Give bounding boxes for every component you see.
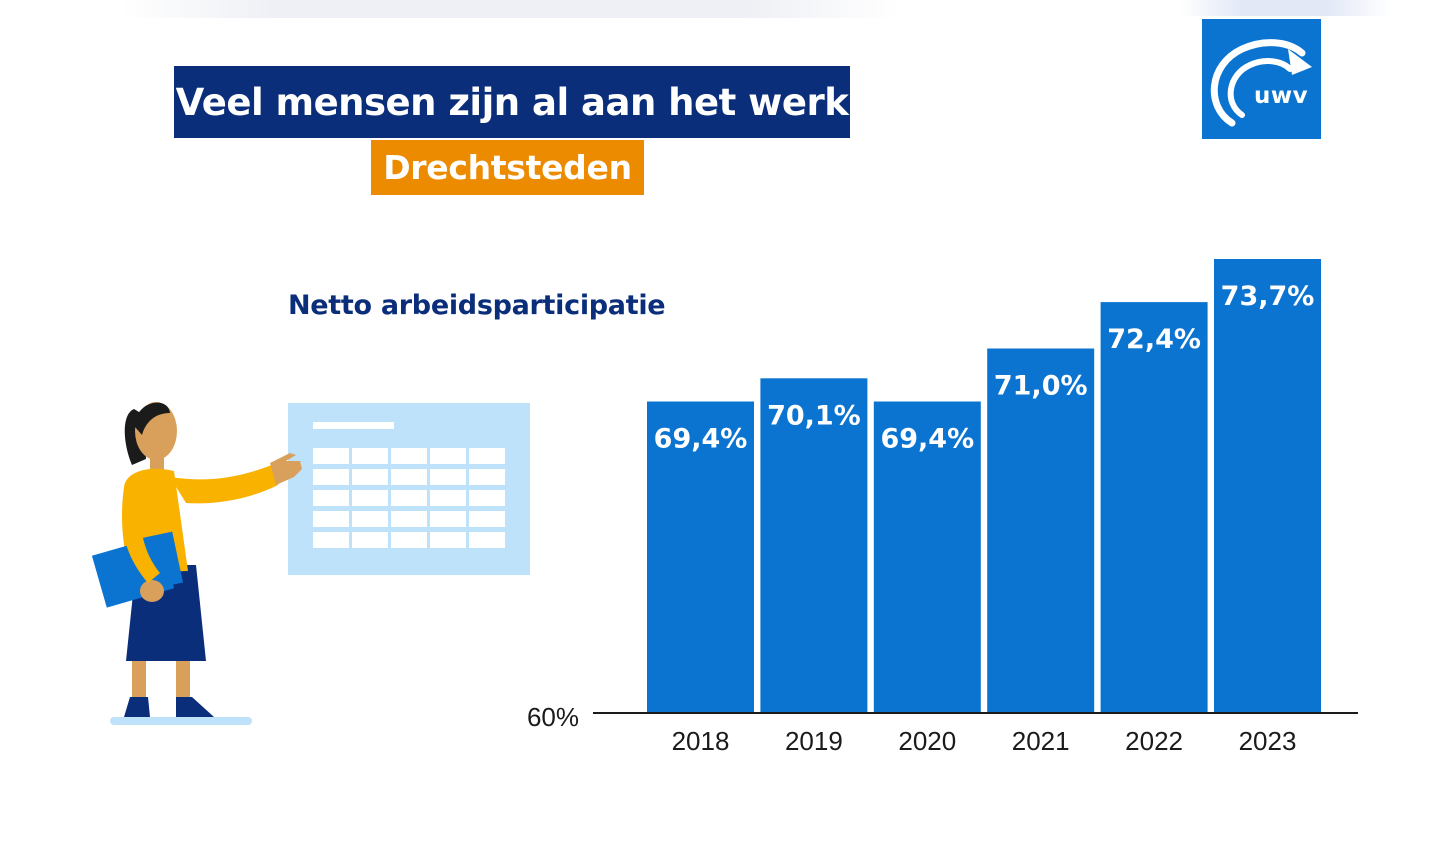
bar-2023 bbox=[1214, 259, 1321, 713]
top-fade-decoration bbox=[120, 0, 900, 18]
uwv-logo: uwv bbox=[1202, 19, 1321, 139]
subtitle-banner: Drechtsteden bbox=[371, 140, 644, 195]
x-tick-label-2022: 2022 bbox=[1125, 726, 1183, 756]
presenter-illustration bbox=[90, 395, 540, 739]
title-banner: Veel mensen zijn al aan het werk bbox=[174, 66, 850, 138]
bar-value-label-2022: 72,4% bbox=[1107, 324, 1201, 355]
uwv-arrow-logo-icon bbox=[1210, 39, 1312, 127]
bar-2020 bbox=[873, 401, 981, 713]
logo-text: uwv bbox=[1254, 83, 1309, 109]
baseline-label: 60% bbox=[527, 702, 579, 732]
x-tick-label-2019: 2019 bbox=[785, 726, 843, 756]
bar-value-label-2019: 70,1% bbox=[767, 400, 861, 431]
region-subtitle: Drechtsteden bbox=[383, 148, 632, 187]
bars-layer: 69,4% 70,1% 69,4% 71,0% 72,4% 73,7% bbox=[647, 259, 1321, 713]
page-title: Veel mensen zijn al aan het werk bbox=[175, 80, 849, 124]
bar-2018 bbox=[647, 401, 754, 713]
x-tick-label-2020: 2020 bbox=[898, 726, 956, 756]
x-tick-label-2023: 2023 bbox=[1239, 726, 1297, 756]
bar-value-label-2021: 71,0% bbox=[994, 371, 1088, 402]
bar-2021 bbox=[987, 348, 1095, 713]
bar-value-label-2018: 69,4% bbox=[654, 424, 748, 455]
x-tick-label-2018: 2018 bbox=[672, 726, 730, 756]
ticks-layer: 2018 2019 2020 2021 2022 2023 bbox=[672, 726, 1297, 756]
bar-2022 bbox=[1100, 302, 1208, 713]
bar-value-label-2023: 73,7% bbox=[1221, 281, 1315, 312]
top-fade-decoration-right bbox=[1180, 0, 1390, 16]
x-tick-label-2021: 2021 bbox=[1012, 726, 1070, 756]
bar-2019 bbox=[760, 378, 868, 713]
bar-value-label-2020: 69,4% bbox=[880, 424, 974, 455]
chart-title: Netto arbeidsparticipatie bbox=[288, 290, 666, 321]
